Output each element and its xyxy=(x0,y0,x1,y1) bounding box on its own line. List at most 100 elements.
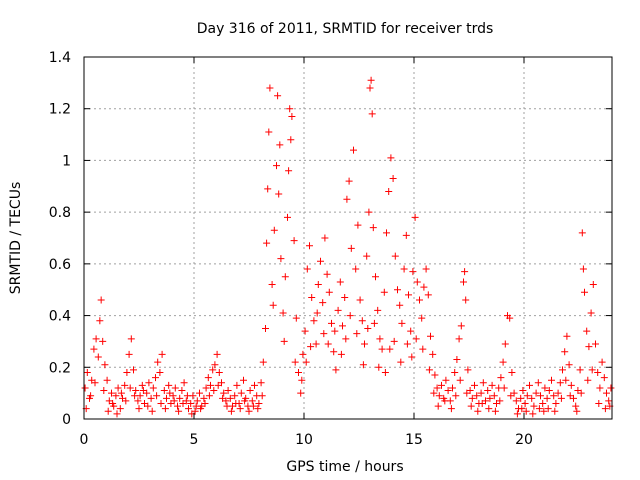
chart-title: Day 316 of 2011, SRMTID for receiver trd… xyxy=(197,21,494,37)
data-point xyxy=(237,389,245,397)
data-point xyxy=(280,337,288,345)
data-point xyxy=(334,306,342,314)
data-point xyxy=(207,381,214,389)
data-point xyxy=(213,350,221,358)
data-point xyxy=(346,312,354,320)
data-point xyxy=(185,405,192,413)
data-point xyxy=(508,368,516,376)
data-point xyxy=(435,392,443,400)
data-point xyxy=(248,397,256,405)
y-tick-label: 0.8 xyxy=(49,205,71,221)
data-point xyxy=(529,410,537,418)
data-point xyxy=(232,399,240,407)
data-point xyxy=(236,405,244,413)
data-point xyxy=(341,293,349,301)
data-point xyxy=(175,407,183,415)
data-point xyxy=(125,350,133,358)
data-point xyxy=(135,405,143,413)
data-point xyxy=(601,405,609,413)
data-point xyxy=(490,392,498,400)
data-point xyxy=(603,389,610,397)
data-point xyxy=(156,368,164,376)
data-point xyxy=(153,392,161,400)
data-point xyxy=(462,296,470,304)
data-point xyxy=(286,105,294,113)
data-point xyxy=(347,244,355,252)
data-point xyxy=(246,387,254,395)
data-point xyxy=(386,345,394,353)
data-point xyxy=(200,394,208,402)
data-point xyxy=(572,402,580,410)
data-point xyxy=(193,397,201,405)
data-point xyxy=(548,376,555,384)
data-point xyxy=(398,319,406,327)
x-tick-label: 15 xyxy=(405,432,423,448)
data-point xyxy=(551,407,559,415)
data-point xyxy=(407,327,415,335)
y-tick-label: 0.2 xyxy=(49,360,71,376)
data-point xyxy=(387,154,395,162)
data-point xyxy=(269,301,277,309)
data-point xyxy=(231,392,239,400)
data-point xyxy=(114,384,122,392)
data-point xyxy=(545,387,553,395)
data-point xyxy=(147,394,155,402)
data-point xyxy=(473,392,481,400)
data-point xyxy=(512,397,520,405)
data-point xyxy=(174,402,181,410)
data-point xyxy=(479,379,487,387)
data-point xyxy=(449,384,456,392)
data-point xyxy=(607,384,615,392)
data-point xyxy=(92,335,100,343)
data-point xyxy=(413,278,421,286)
data-point xyxy=(488,381,496,389)
data-point xyxy=(313,309,321,317)
data-point xyxy=(279,309,287,317)
data-point xyxy=(434,402,442,410)
data-point xyxy=(541,384,549,392)
axes xyxy=(83,56,613,420)
data-point xyxy=(270,226,278,234)
data-point xyxy=(389,175,397,183)
data-point xyxy=(290,237,298,245)
data-point xyxy=(540,407,548,415)
data-point xyxy=(104,407,112,415)
data-point xyxy=(204,374,212,382)
data-point xyxy=(306,242,313,250)
y-tick-label: 1.4 xyxy=(49,50,71,66)
data-point xyxy=(431,371,439,379)
data-point xyxy=(370,319,378,327)
data-point xyxy=(424,291,432,299)
data-point xyxy=(205,392,213,400)
data-point xyxy=(87,392,95,400)
data-point xyxy=(258,392,266,400)
data-point xyxy=(566,392,574,400)
plot-frame xyxy=(83,56,613,420)
data-point xyxy=(588,366,596,374)
data-point xyxy=(367,76,375,84)
data-point xyxy=(331,327,339,335)
data-point xyxy=(486,394,494,402)
data-point xyxy=(485,405,493,413)
data-point xyxy=(202,384,210,392)
data-point xyxy=(139,387,147,395)
data-point xyxy=(284,213,291,221)
data-point xyxy=(332,366,340,374)
data-point xyxy=(378,345,386,353)
data-point xyxy=(372,273,379,281)
data-point xyxy=(113,410,121,418)
x-tick-label: 0 xyxy=(80,432,89,448)
data-point xyxy=(233,381,241,389)
data-point xyxy=(416,296,423,304)
data-point xyxy=(577,389,585,397)
data-point xyxy=(385,187,393,195)
data-point xyxy=(180,379,188,387)
data-point xyxy=(408,353,416,361)
data-point xyxy=(418,314,426,322)
data-point xyxy=(405,291,412,299)
data-point xyxy=(358,317,366,325)
data-point xyxy=(287,136,295,144)
data-point xyxy=(227,407,235,415)
data-point xyxy=(471,381,478,389)
data-point xyxy=(210,387,218,395)
